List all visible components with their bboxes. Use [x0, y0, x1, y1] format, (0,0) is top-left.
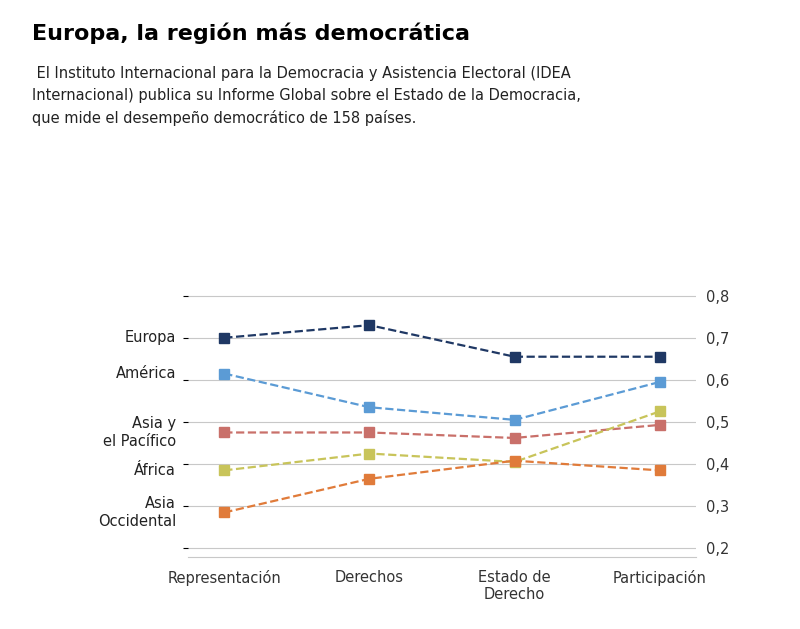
Text: Asia
Occidental: Asia Occidental	[98, 496, 176, 528]
Text: África: África	[134, 463, 176, 478]
Text: Asia y
el Pacífico: Asia y el Pacífico	[103, 416, 176, 448]
Text: Europa: Europa	[125, 330, 176, 345]
Text: Europa, la región más democrática: Europa, la región más democrática	[32, 22, 470, 43]
Text: El Instituto Internacional para la Democracia y Asistencia Electoral (IDEA
Inter: El Instituto Internacional para la Democ…	[32, 66, 581, 126]
Text: América: América	[115, 366, 176, 381]
